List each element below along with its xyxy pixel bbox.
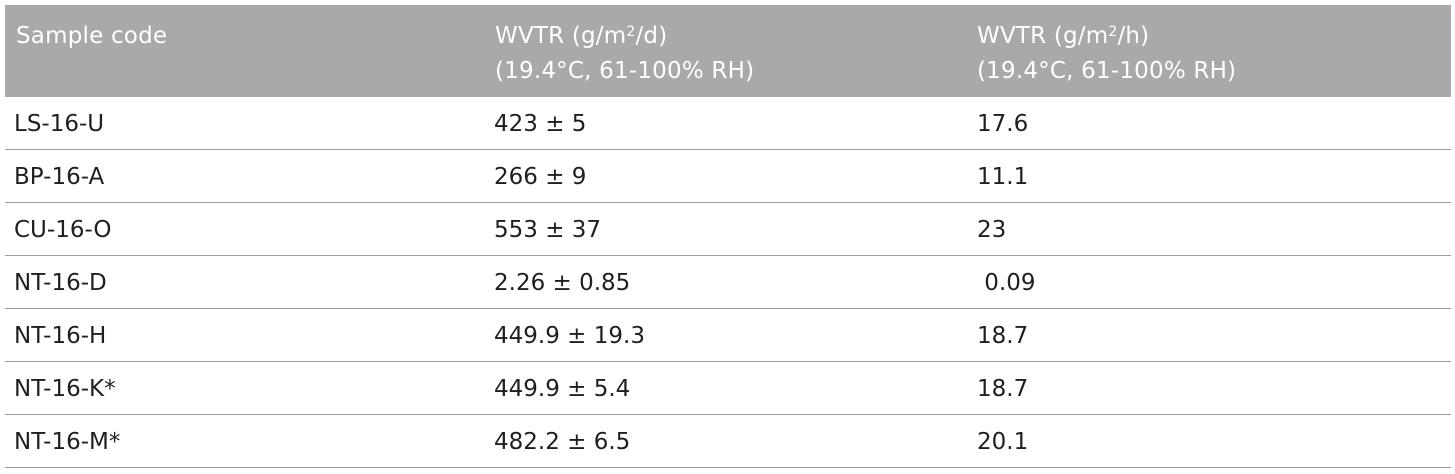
table-row: CU-16-O 553 ± 37 23 [5, 203, 1451, 256]
table-row: NT-16-K* 449.9 ± 5.4 18.7 [5, 362, 1451, 415]
cell-wvtr-hour: 23 [977, 217, 1007, 243]
cell-wvtr-hour: 0.09 [977, 270, 1036, 296]
cell-sample-code: CU-16-O [14, 217, 112, 243]
cell-wvtr-hour: 17.6 [977, 111, 1029, 137]
table-row: BP-16-A 266 ± 9 11.1 [5, 150, 1451, 203]
cell-wvtr-day: 553 ± 37 [494, 217, 602, 243]
cell-sample-code: NT-16-H [14, 323, 107, 349]
cell-sample-code: NT-16-D [14, 270, 107, 296]
cell-wvtr-day: 266 ± 9 [494, 164, 587, 190]
header-sample-code: Sample code [16, 23, 168, 49]
cell-sample-code: NT-16-M* [14, 429, 121, 455]
cell-sample-code: BP-16-A [14, 164, 105, 190]
table-row: LS-16-U 423 ± 5 17.6 [5, 97, 1451, 150]
cell-wvtr-day: 449.9 ± 19.3 [494, 323, 645, 349]
cell-wvtr-hour: 18.7 [977, 376, 1029, 402]
cell-wvtr-hour: 11.1 [977, 164, 1029, 190]
wvtr-table: Sample code WVTR (g/m2/d) (19.4°C, 61-10… [5, 5, 1451, 468]
header-wvtr-per-day: WVTR (g/m2/d) (19.4°C, 61-100% RH) [495, 23, 755, 84]
table-header: Sample code WVTR (g/m2/d) (19.4°C, 61-10… [5, 5, 1451, 97]
cell-wvtr-day: 423 ± 5 [494, 111, 587, 137]
cell-wvtr-day: 482.2 ± 6.5 [494, 429, 631, 455]
cell-wvtr-day: 449.9 ± 5.4 [494, 376, 631, 402]
table-row: NT-16-M* 482.2 ± 6.5 20.1 [5, 415, 1451, 468]
cell-wvtr-hour: 18.7 [977, 323, 1029, 349]
table-row: NT-16-H 449.9 ± 19.3 18.7 [5, 309, 1451, 362]
header-wvtr-per-hour: WVTR (g/m2/h) (19.4°C, 61-100% RH) [977, 23, 1237, 84]
cell-sample-code: NT-16-K* [14, 376, 116, 402]
cell-sample-code: LS-16-U [14, 111, 105, 137]
table-row: NT-16-D 2.26 ± 0.85 0.09 [5, 256, 1451, 309]
cell-wvtr-hour: 20.1 [977, 429, 1029, 455]
cell-wvtr-day: 2.26 ± 0.85 [494, 270, 631, 296]
